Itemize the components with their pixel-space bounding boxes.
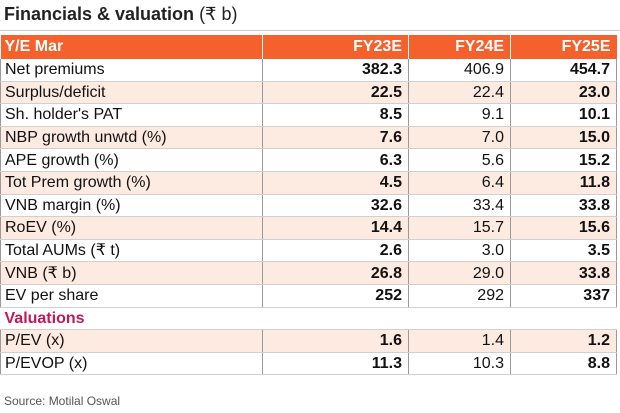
cell-value: 8.8 xyxy=(510,352,617,376)
cell-value: 3.5 xyxy=(510,239,617,263)
table-row: Surplus/deficit 22.5 22.4 23.0 xyxy=(0,81,617,105)
cell-value: 15.6 xyxy=(510,216,617,240)
header-year-end: Y/E Mar xyxy=(0,35,263,59)
table-row: Net premiums 382.3 406.9 454.7 xyxy=(0,59,617,82)
row-label: APE growth (%) xyxy=(0,148,263,172)
cell-value: 9.1 xyxy=(408,103,511,127)
source-note: Source: Motilal Oswal xyxy=(4,394,121,408)
financials-table: Y/E Mar FY23E FY24E FY25E Net premiums 38… xyxy=(0,35,617,376)
row-label: EV per share xyxy=(0,284,263,308)
section-row: Valuations xyxy=(0,307,617,331)
row-label: Sh. holder's PAT xyxy=(0,103,263,127)
cell-value: 454.7 xyxy=(510,59,617,82)
table-row: EV per share 252 292 337 xyxy=(0,284,617,308)
table-row: Total AUMs (₹ t) 2.6 3.0 3.5 xyxy=(0,239,617,263)
table-row: APE growth (%) 6.3 5.6 15.2 xyxy=(0,148,617,172)
row-label: Net premiums xyxy=(0,59,263,82)
row-label: P/EVOP (x) xyxy=(0,352,263,376)
cell-value: 5.6 xyxy=(408,148,511,172)
cell-value: 10.1 xyxy=(510,103,617,127)
cell-value: 252 xyxy=(262,284,409,308)
row-label: Surplus/deficit xyxy=(0,81,263,105)
page-title: Financials & valuation (₹ b) xyxy=(4,4,238,25)
cell-value: 7.0 xyxy=(408,126,511,150)
header-row: Y/E Mar FY23E FY24E FY25E xyxy=(0,35,617,59)
cell-value: 33.4 xyxy=(408,194,511,218)
header-fy24e: FY24E xyxy=(408,35,511,59)
table-row: P/EVOP (x) 11.3 10.3 8.8 xyxy=(0,352,617,376)
cell-value: 7.6 xyxy=(262,126,409,150)
table-row: NBP growth unwtd (%) 7.6 7.0 15.0 xyxy=(0,126,617,150)
cell-value: 14.4 xyxy=(262,216,409,240)
table-row: RoEV (%) 14.4 15.7 15.6 xyxy=(0,216,617,240)
cell-value: 33.8 xyxy=(510,194,617,218)
header-fy25e: FY25E xyxy=(510,35,617,59)
cell-value: 29.0 xyxy=(408,261,511,285)
cell-value: 1.4 xyxy=(408,329,511,353)
title-row: Financials & valuation (₹ b) xyxy=(0,4,620,30)
row-label: P/EV (x) xyxy=(0,329,263,353)
cell-value: 6.4 xyxy=(408,171,511,195)
cell-value: 406.9 xyxy=(408,59,511,82)
cell-value: 292 xyxy=(408,284,511,308)
cell-value: 10.3 xyxy=(408,352,511,376)
cell-value: 23.0 xyxy=(510,81,617,105)
cell-value: 4.5 xyxy=(262,171,409,195)
row-label: NBP growth unwtd (%) xyxy=(0,126,263,150)
cell-value: 1.2 xyxy=(510,329,617,353)
cell-value: 22.5 xyxy=(262,81,409,105)
cell-value: 1.6 xyxy=(262,329,409,353)
cell-value: 26.8 xyxy=(262,261,409,285)
cell-value: 22.4 xyxy=(408,81,511,105)
table-row: Sh. holder's PAT 8.5 9.1 10.1 xyxy=(0,103,617,127)
row-label: VNB (₹ b) xyxy=(0,261,263,285)
table-row: Tot Prem growth (%) 4.5 6.4 11.8 xyxy=(0,171,617,195)
title-main: Financials & valuation xyxy=(4,4,195,24)
cell-value: 382.3 xyxy=(262,59,409,82)
row-label: RoEV (%) xyxy=(0,216,263,240)
row-label: Total AUMs (₹ t) xyxy=(0,239,263,263)
table-row: VNB margin (%) 32.6 33.4 33.8 xyxy=(0,194,617,218)
title-unit: (₹ b) xyxy=(199,4,238,24)
cell-value: 15.7 xyxy=(408,216,511,240)
cell-value: 33.8 xyxy=(510,261,617,285)
cell-value: 32.6 xyxy=(262,194,409,218)
cell-value: 8.5 xyxy=(262,103,409,127)
table-row: VNB (₹ b) 26.8 29.0 33.8 xyxy=(0,261,617,285)
section-heading: Valuations xyxy=(0,307,617,331)
cell-value: 11.8 xyxy=(510,171,617,195)
title-divider xyxy=(0,30,620,31)
cell-value: 6.3 xyxy=(262,148,409,172)
cell-value: 2.6 xyxy=(262,239,409,263)
cell-value: 11.3 xyxy=(262,352,409,376)
row-label: VNB margin (%) xyxy=(0,194,263,218)
header-fy23e: FY23E xyxy=(262,35,409,59)
cell-value: 15.2 xyxy=(510,148,617,172)
table-row: P/EV (x) 1.6 1.4 1.2 xyxy=(0,329,617,353)
cell-value: 15.0 xyxy=(510,126,617,150)
row-label: Tot Prem growth (%) xyxy=(0,171,263,195)
cell-value: 337 xyxy=(510,284,617,308)
cell-value: 3.0 xyxy=(408,239,511,263)
